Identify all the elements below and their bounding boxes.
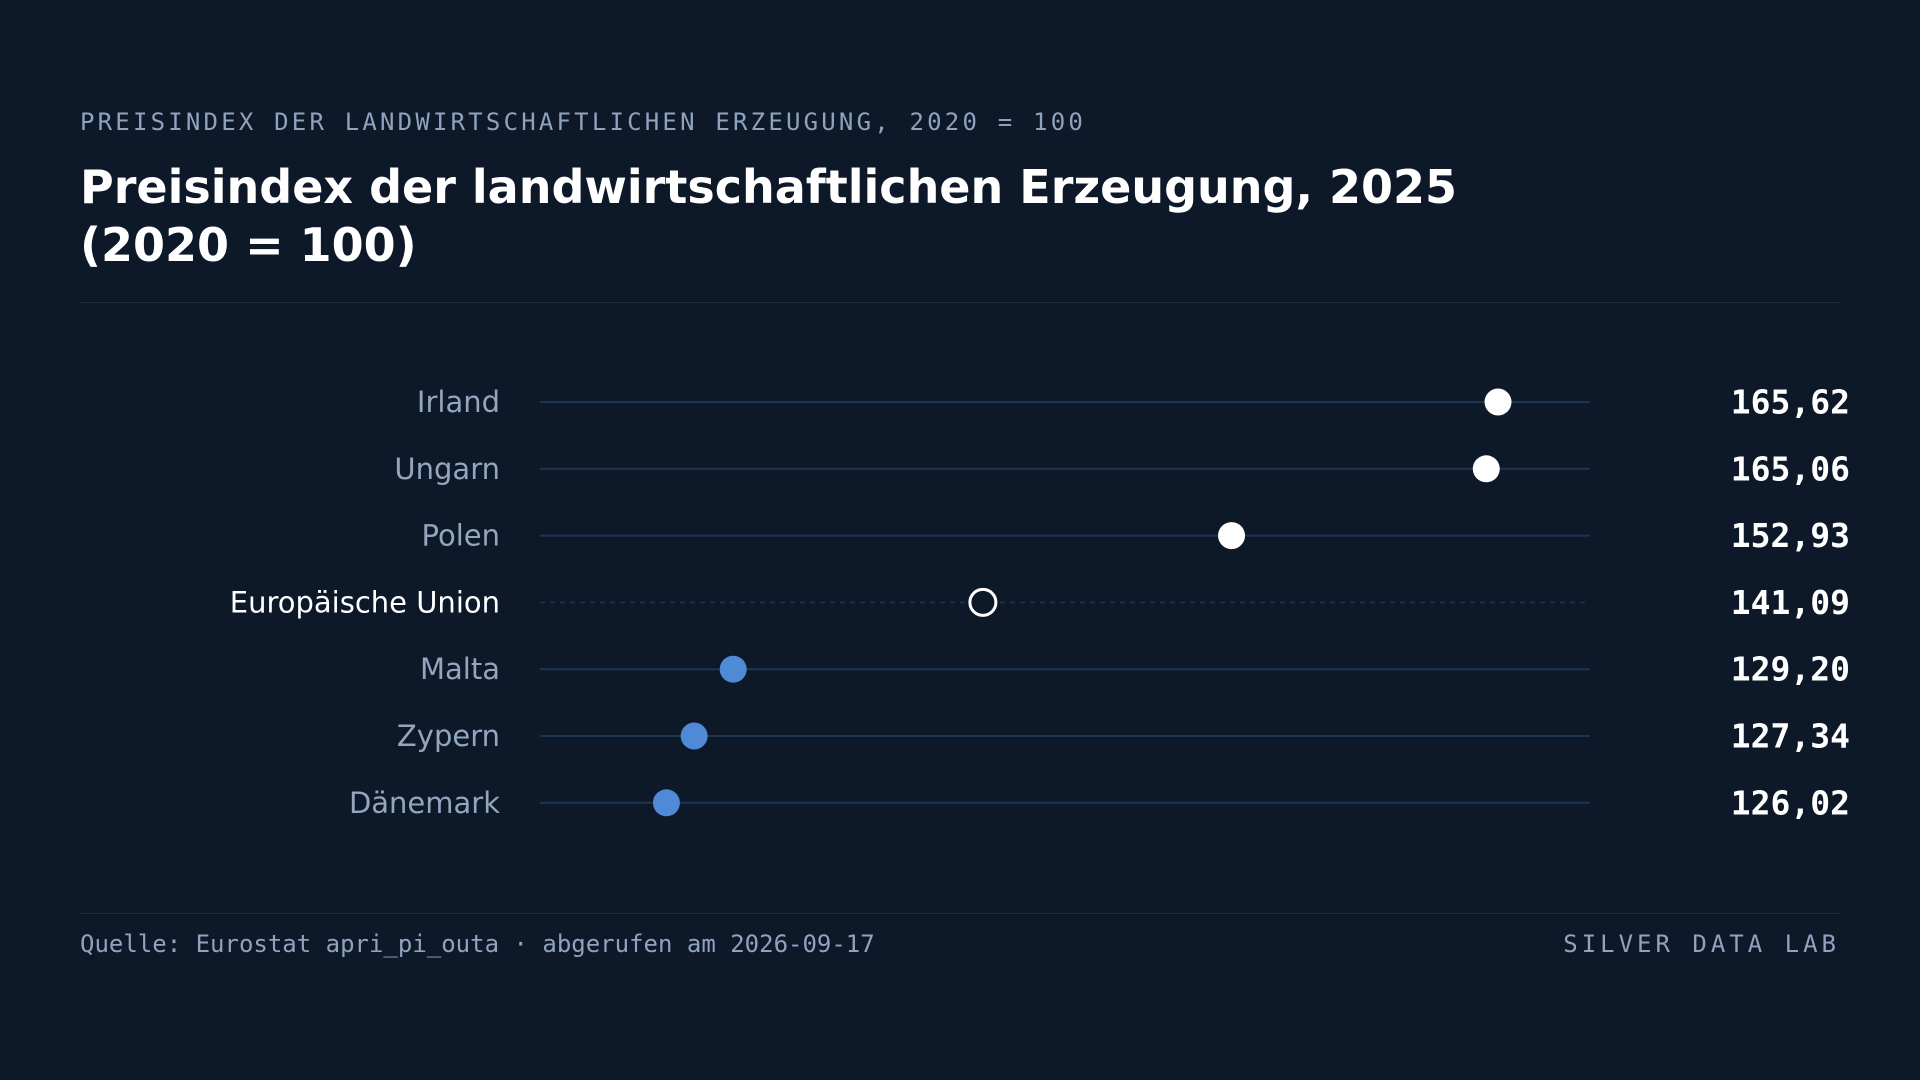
category-label-polen: Polen xyxy=(422,519,500,553)
category-label-irland: Irland xyxy=(417,385,500,419)
data-point-irland xyxy=(1484,388,1512,416)
dot-plot-chart: Irland 165,62 Ungarn 165,06 Polen 152,93 Europ… xyxy=(230,383,1850,823)
footer-divider xyxy=(80,913,1840,914)
value-label-europaische-union: 141,09 xyxy=(1731,583,1850,622)
value-label-polen: 152,93 xyxy=(1731,516,1850,555)
category-label-europaische-union: Europäische Union xyxy=(230,585,500,619)
brand-label: SILVER DATA LAB xyxy=(1563,930,1840,958)
chart-kicker: PREISINDEX DER LANDWIRTSCHAFTLICHEN ERZE… xyxy=(80,108,1087,136)
data-point-ungarn xyxy=(1472,455,1500,483)
value-label-ungarn: 165,06 xyxy=(1731,449,1850,488)
value-label-zypern: 127,34 xyxy=(1731,717,1850,756)
data-point-polen xyxy=(1218,522,1246,550)
data-point-danemark xyxy=(652,789,680,817)
header-divider xyxy=(80,302,1840,303)
category-label-malta: Malta xyxy=(420,652,500,686)
value-label-malta: 129,20 xyxy=(1731,650,1850,689)
value-label-irland: 165,62 xyxy=(1731,383,1850,422)
category-label-danemark: Dänemark xyxy=(349,786,500,820)
data-point-zypern xyxy=(680,722,708,750)
chart-title: Preisindex der landwirtschaftlichen Erze… xyxy=(80,160,1457,272)
value-label-danemark: 126,02 xyxy=(1731,783,1850,822)
data-point-malta xyxy=(719,655,747,683)
source-note: Quelle: Eurostat apri_pi_outa · abgerufe… xyxy=(80,930,875,958)
category-label-zypern: Zypern xyxy=(397,719,500,753)
data-point-europaische-union xyxy=(968,587,998,617)
category-label-ungarn: Ungarn xyxy=(394,452,500,486)
